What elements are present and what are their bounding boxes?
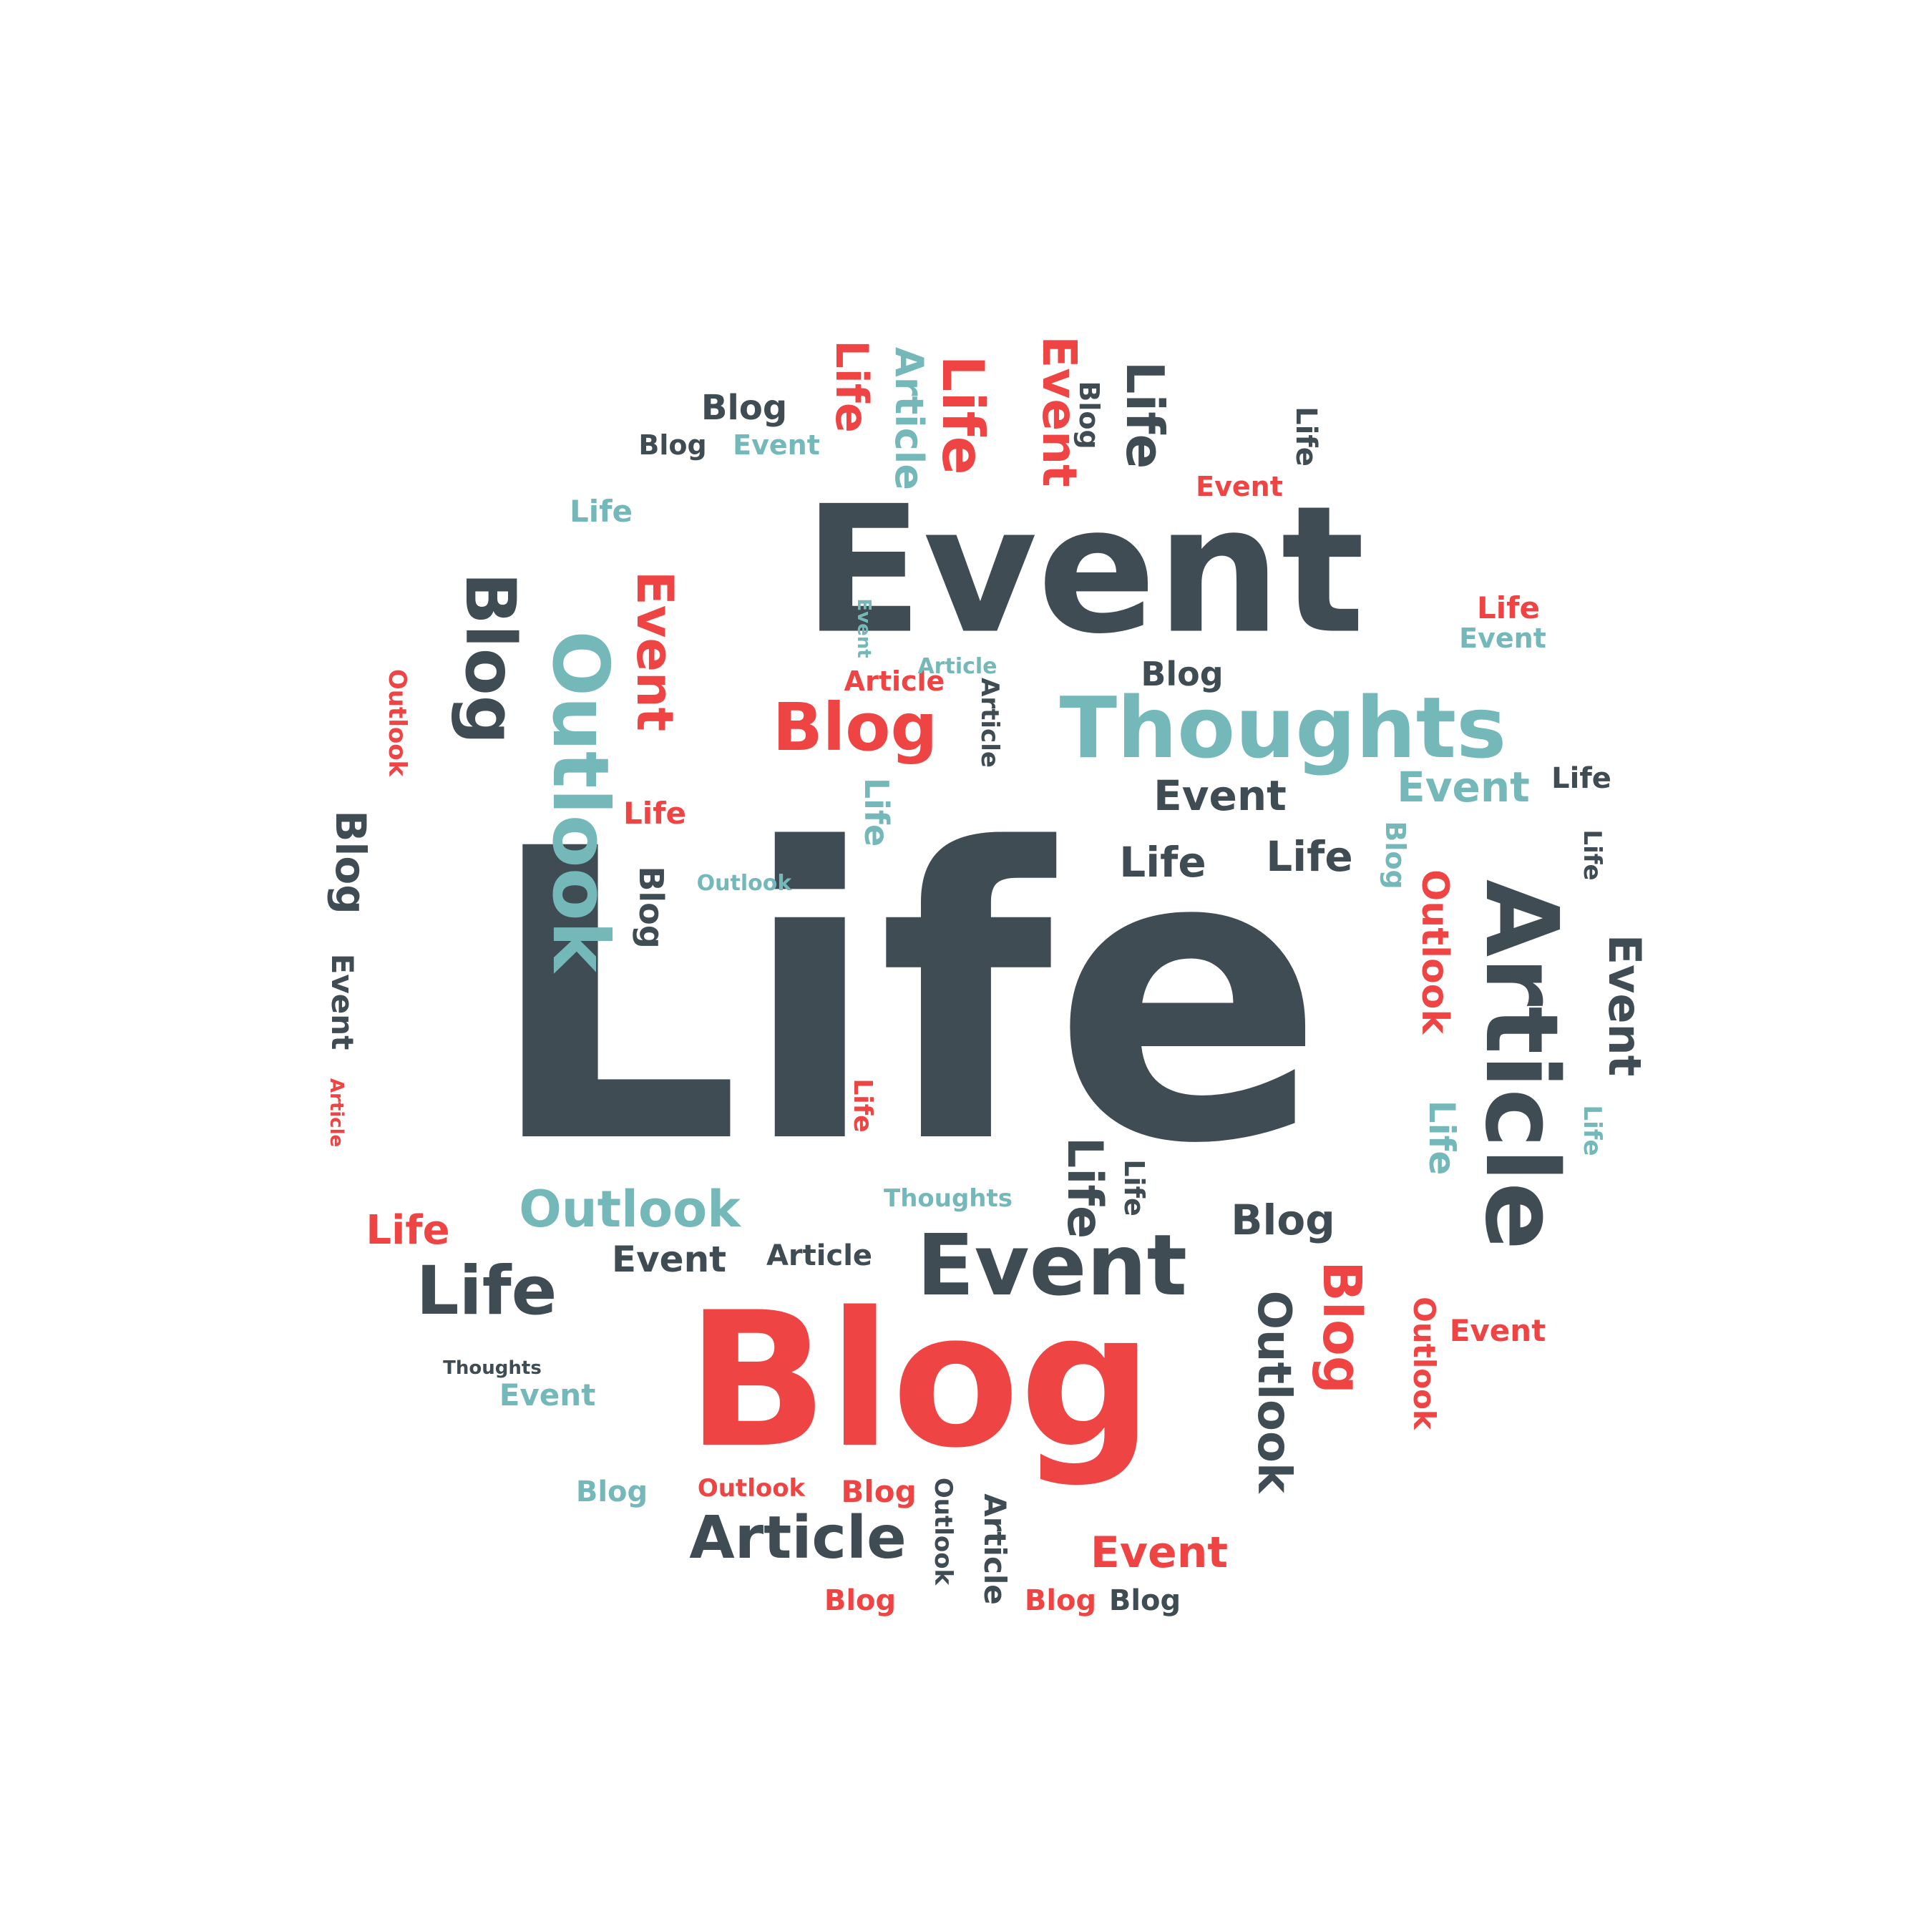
word-article: Article xyxy=(887,347,932,490)
word-life: Life xyxy=(826,340,878,433)
word-blog: Blog xyxy=(326,810,375,914)
word-article: Article xyxy=(1463,879,1579,1251)
word-life: Life xyxy=(1421,1100,1463,1176)
word-blog: Blog xyxy=(1231,1196,1335,1244)
word-event: Event xyxy=(611,1239,727,1280)
word-life: Life xyxy=(848,1078,877,1133)
word-outlook: Outlook xyxy=(1413,869,1456,1034)
word-event: Event xyxy=(625,570,684,732)
word-blog: Blog xyxy=(686,1273,1153,1489)
word-event: Event xyxy=(803,468,1365,673)
word-life: Life xyxy=(1578,829,1606,881)
word-outlook: Outlook xyxy=(383,668,411,777)
word-outlook: Outlook xyxy=(1247,1290,1300,1493)
word-blog: Blog xyxy=(575,1475,648,1508)
word-outlook: Outlook xyxy=(1407,1297,1442,1430)
word-life: Life xyxy=(1115,361,1175,469)
word-life: Life xyxy=(366,1207,450,1254)
word-article: Article xyxy=(975,678,1004,768)
word-article: Article xyxy=(689,1504,907,1572)
word-blog: Blog xyxy=(1380,821,1411,889)
word-article: Article xyxy=(844,665,945,697)
word-event: Event xyxy=(325,953,360,1050)
word-event: Event xyxy=(853,598,874,658)
word-event: Event xyxy=(1397,763,1530,811)
word-life: Life xyxy=(1118,1159,1150,1216)
word-blog: Blog xyxy=(450,572,530,745)
word-thoughts: Thoughts xyxy=(1059,678,1507,777)
word-outlook: Outlook xyxy=(696,871,792,896)
word-blog: Blog xyxy=(772,689,938,766)
word-article: Article xyxy=(766,1239,873,1272)
word-thoughts: Thoughts xyxy=(884,1184,1013,1213)
word-event: Event xyxy=(917,1216,1187,1314)
word-event: Event xyxy=(733,429,820,461)
word-life: Life xyxy=(1477,590,1540,625)
word-event: Event xyxy=(1153,771,1287,820)
word-life: Life xyxy=(1551,762,1611,795)
word-blog: Blog xyxy=(1073,381,1105,449)
word-blog: Blog xyxy=(1311,1261,1372,1394)
word-life: Life xyxy=(485,765,1325,1231)
word-event: Event xyxy=(1090,1528,1229,1578)
word-article: Article xyxy=(326,1078,347,1148)
word-life: Life xyxy=(1119,838,1206,887)
word-life: Life xyxy=(416,1252,557,1330)
word-life: Life xyxy=(1289,406,1322,467)
word-outlook: Outlook xyxy=(535,630,625,972)
word-blog: Blog xyxy=(1141,655,1224,693)
word-life: Life xyxy=(1578,1105,1606,1156)
word-event: Event xyxy=(499,1377,596,1413)
word-thoughts: Thoughts xyxy=(443,1357,542,1379)
word-life: Life xyxy=(1266,832,1353,881)
word-event: Event xyxy=(1459,623,1546,654)
word-blog: Blog xyxy=(1024,1584,1097,1617)
word-article: Article xyxy=(977,1493,1013,1605)
word-outlook: Outlook xyxy=(929,1477,957,1586)
word-life: Life xyxy=(930,355,996,475)
word-outlook: Outlook xyxy=(697,1474,806,1503)
word-event: Event xyxy=(1196,471,1283,502)
word-life: Life xyxy=(857,777,896,847)
word-blog: Blog xyxy=(638,429,707,461)
word-blog: Blog xyxy=(841,1474,917,1509)
word-life: Life xyxy=(623,796,686,831)
word-blog: Blog xyxy=(632,866,670,949)
word-article: Article xyxy=(917,654,997,679)
word-life: Life xyxy=(570,494,633,529)
word-outlook: Outlook xyxy=(519,1180,741,1239)
word-event: Event xyxy=(1449,1313,1546,1348)
word-blog: Blog xyxy=(1108,1584,1181,1617)
word-blog: Blog xyxy=(701,388,788,428)
word-blog: Blog xyxy=(824,1584,897,1617)
word-event: Event xyxy=(1599,934,1651,1077)
